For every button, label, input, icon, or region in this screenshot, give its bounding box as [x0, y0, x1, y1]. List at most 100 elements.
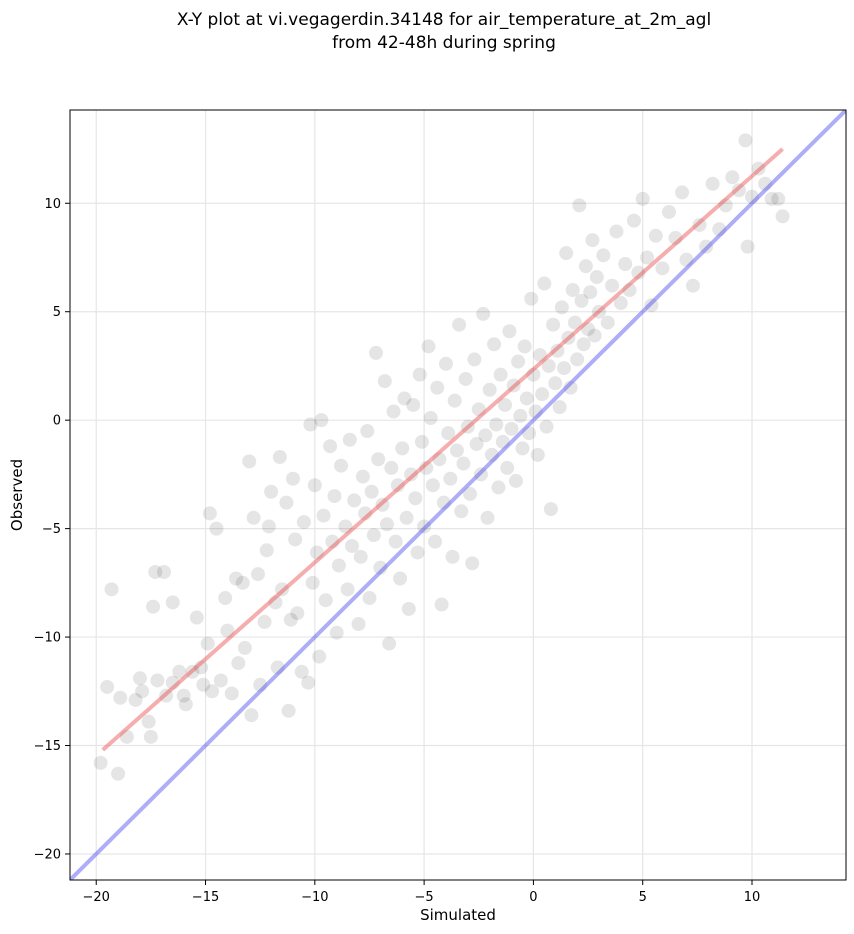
- scatter-point: [419, 460, 434, 475]
- scatter-point: [156, 565, 171, 579]
- scatter-point: [148, 565, 163, 579]
- scatter-point: [539, 419, 554, 434]
- scatter-point: [408, 491, 423, 506]
- scatter-point: [445, 549, 460, 564]
- scatter-point: [460, 419, 475, 434]
- plot-frame: [69, 109, 847, 881]
- scatter-point: [128, 692, 143, 707]
- scatter-point: [390, 478, 405, 493]
- scatter-point: [771, 191, 786, 206]
- scatter-point: [235, 575, 250, 590]
- scatter-point: [668, 230, 683, 245]
- scatter-point: [253, 677, 268, 692]
- scatter-point: [528, 404, 543, 419]
- y-tick-label: 5: [53, 305, 61, 320]
- scatter-point: [379, 517, 394, 532]
- scatter-point: [692, 217, 707, 232]
- scatter-point: [585, 233, 600, 248]
- scatter-point: [100, 679, 115, 694]
- scatter-point: [675, 185, 690, 200]
- scatter-point: [301, 675, 316, 690]
- scatter-point: [449, 443, 464, 458]
- scatter-point: [618, 257, 633, 271]
- scatter-point: [200, 636, 215, 651]
- scatter-point: [561, 330, 576, 345]
- scatter-point: [377, 374, 392, 389]
- x-tick-label: −10: [301, 890, 328, 905]
- scatter-point: [640, 250, 655, 265]
- scatter-point: [224, 686, 239, 701]
- scatter-point: [334, 458, 349, 473]
- scatter-point: [517, 339, 532, 354]
- y-tick-label: 0: [53, 414, 61, 429]
- scatter-point: [600, 315, 615, 330]
- y-axis-ticks: −20 −15 −10 −5 0 5 10: [34, 197, 70, 862]
- scatter-point: [281, 703, 296, 718]
- scatter-point: [622, 283, 637, 298]
- scatter-point: [369, 345, 384, 360]
- x-tick-label: 0: [529, 890, 537, 905]
- scatter-point: [366, 528, 381, 543]
- scatter-point: [373, 560, 388, 575]
- scatter-point: [384, 460, 399, 475]
- scatter-point: [395, 441, 410, 456]
- scatter-point: [388, 534, 403, 549]
- scatter-point: [135, 684, 150, 699]
- scatter-point: [635, 191, 650, 206]
- scatter-point: [563, 380, 578, 395]
- scatter-point: [497, 397, 512, 412]
- scatter-point: [406, 397, 421, 412]
- scatter-point: [554, 300, 569, 315]
- scatter-point: [362, 591, 377, 606]
- scatter-point: [218, 591, 233, 606]
- scatter-point: [119, 729, 134, 744]
- scatter-point: [740, 239, 755, 254]
- scatter-point: [294, 664, 309, 679]
- scatter-point: [196, 677, 211, 692]
- scatter-point: [506, 378, 521, 393]
- scatter-point: [631, 265, 646, 280]
- scatter-point: [259, 543, 274, 558]
- chart-title-line-2: from 42-48h during spring: [332, 33, 556, 53]
- scatter-point: [436, 495, 451, 510]
- scatter-point: [314, 413, 329, 428]
- scatter-point: [272, 450, 287, 465]
- scatter-point: [312, 649, 327, 664]
- scatter-point: [159, 688, 174, 703]
- scatter-point: [491, 480, 506, 495]
- scatter-point: [502, 324, 517, 339]
- scatter-point: [476, 306, 491, 321]
- scatter-point: [543, 502, 558, 517]
- scatter-point: [209, 521, 224, 536]
- scatter-point: [246, 510, 261, 525]
- scatter-point: [371, 452, 386, 467]
- scatter-point: [194, 660, 209, 675]
- scatter-point: [567, 315, 582, 330]
- scatter-point: [591, 304, 606, 319]
- scatter-point: [758, 176, 773, 191]
- scatter-point: [307, 478, 322, 493]
- x-tick-label: 10: [744, 890, 761, 905]
- scatter-point: [303, 417, 318, 432]
- scatter-point: [655, 261, 670, 276]
- scatter-point: [565, 283, 580, 298]
- scatter-point: [323, 439, 338, 454]
- scatter-point: [482, 382, 497, 397]
- scatter-point: [557, 361, 572, 376]
- scatter-point: [471, 402, 486, 417]
- scatter-point: [213, 673, 228, 688]
- scatter-point: [165, 595, 180, 610]
- scatter-point: [231, 656, 246, 671]
- scatter-point: [220, 623, 235, 638]
- scatter-point: [268, 595, 283, 610]
- scatter-point: [421, 339, 436, 354]
- scatter-point: [463, 486, 478, 501]
- scatter-point: [504, 421, 519, 436]
- scatter-point: [661, 204, 676, 219]
- scatter-point: [257, 614, 272, 629]
- scatter-point: [495, 434, 510, 449]
- scatter-point: [237, 640, 252, 655]
- scatter-point: [399, 510, 414, 525]
- scatter-point: [178, 697, 193, 712]
